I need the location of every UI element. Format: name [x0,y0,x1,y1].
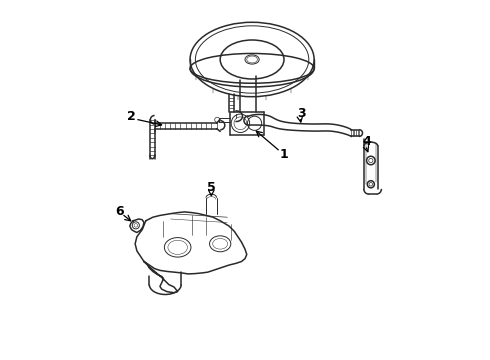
Text: 4: 4 [362,135,371,148]
Text: 5: 5 [207,181,216,194]
Text: 1: 1 [280,148,288,161]
Text: 3: 3 [297,107,306,120]
Text: 6: 6 [115,205,123,218]
Text: 2: 2 [127,111,136,123]
